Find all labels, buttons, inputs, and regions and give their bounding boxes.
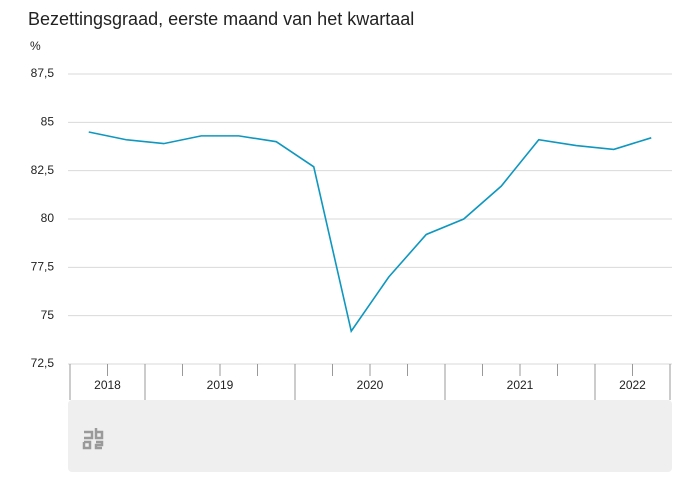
x-group-label: 2021: [507, 378, 534, 392]
x-group-label: 2019: [207, 378, 234, 392]
y-tick-label: 72,5: [31, 356, 55, 370]
x-group-label: 2022: [619, 378, 646, 392]
y-tick-label: 75: [41, 308, 55, 322]
x-group-label: 2020: [357, 378, 384, 392]
y-tick-label: 80: [41, 211, 55, 225]
footer: [68, 400, 672, 472]
y-unit: %: [30, 39, 41, 53]
chart-title: Bezettingsgraad, eerste maand van het kw…: [28, 9, 414, 29]
x-group-label: 2018: [94, 378, 121, 392]
logo: [82, 428, 104, 450]
y-tick-label: 82,5: [31, 163, 55, 177]
y-tick-label: 77,5: [31, 260, 55, 274]
y-tick-label: 87,5: [31, 66, 55, 80]
y-tick-label: 85: [41, 115, 55, 129]
line: [88, 131, 652, 334]
